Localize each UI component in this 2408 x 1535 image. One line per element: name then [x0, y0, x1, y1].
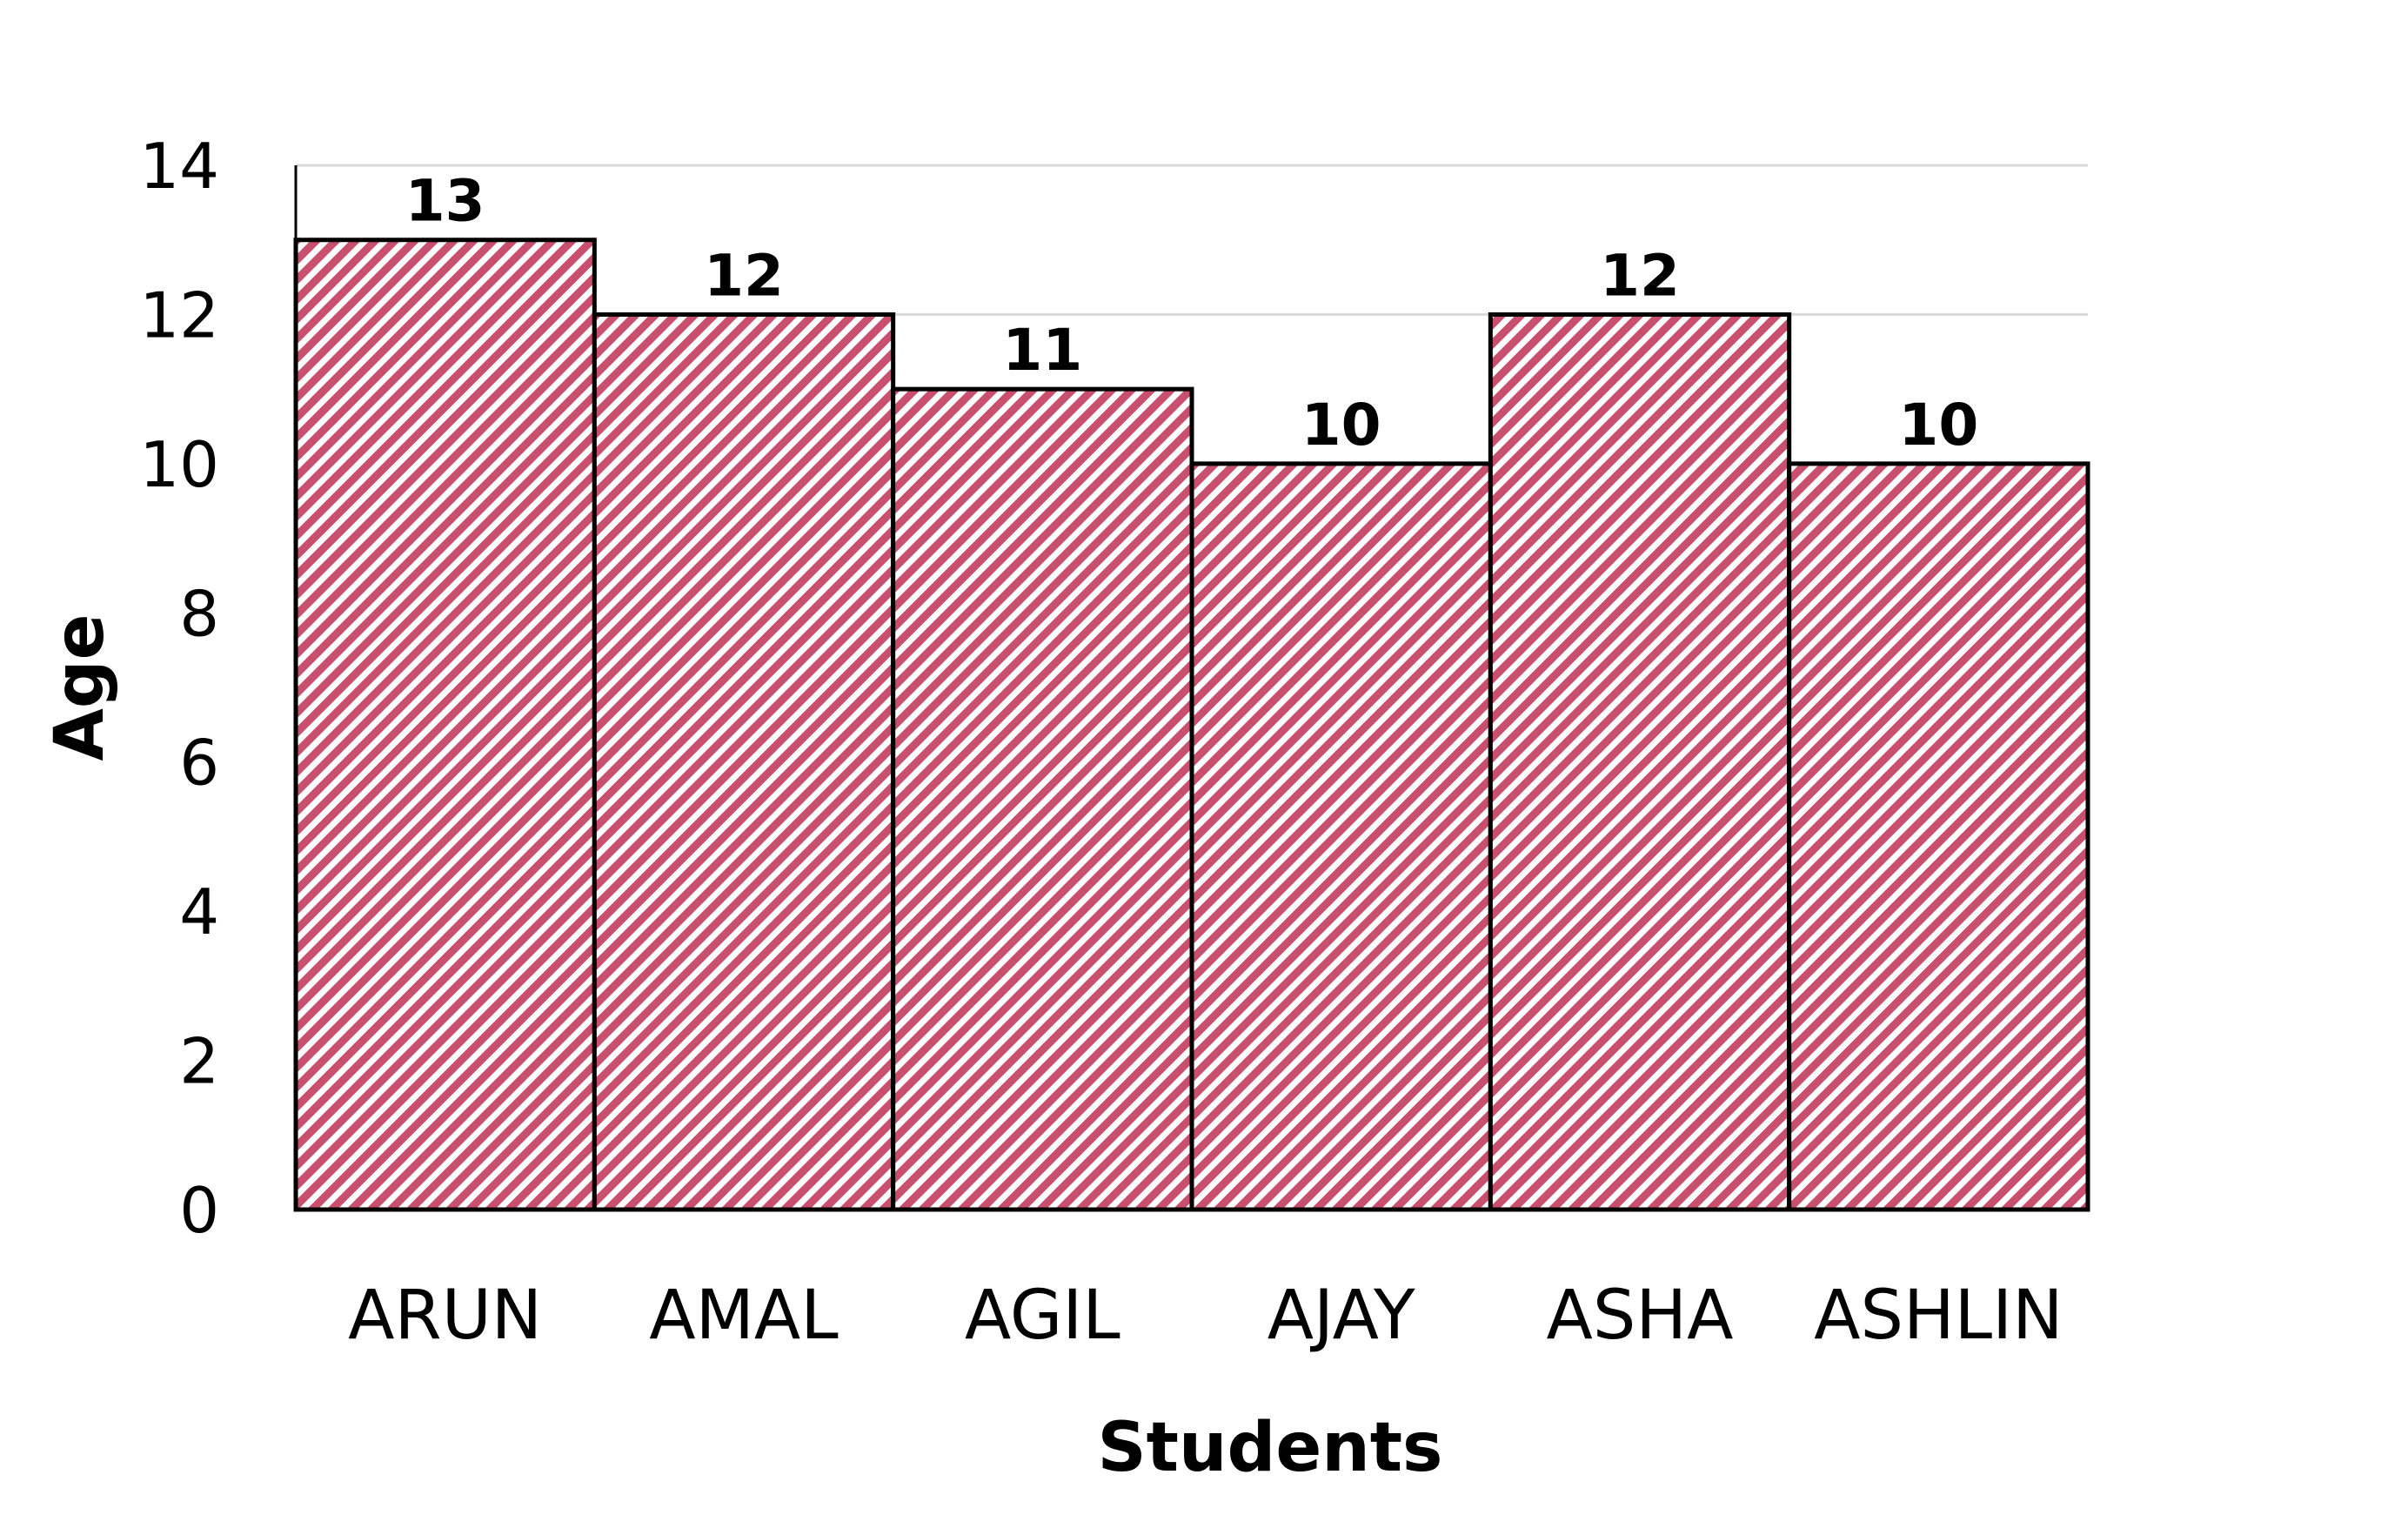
- data-label: 11: [1002, 317, 1082, 384]
- bar: [891, 386, 1194, 1212]
- bar: [592, 312, 896, 1212]
- x-axis-title: Students: [1098, 1409, 1443, 1487]
- y-tick-label: 6: [179, 727, 219, 800]
- y-tick-label: 12: [139, 278, 219, 352]
- y-tick-label: 8: [179, 577, 219, 650]
- bar: [1189, 461, 1493, 1212]
- y-axis-title: Age: [41, 613, 119, 761]
- bar: [1488, 312, 1792, 1212]
- y-tick-label: 10: [139, 428, 219, 501]
- y-tick-label: 0: [179, 1174, 219, 1247]
- y-tick-label: 4: [179, 875, 219, 948]
- x-tick-label: AMAL: [649, 1277, 839, 1355]
- bar: [293, 238, 597, 1212]
- data-label: 13: [405, 168, 485, 235]
- data-label: 12: [1600, 242, 1680, 309]
- data-label: 12: [704, 242, 784, 309]
- data-labels: 13 12 11 10 12 10: [405, 168, 1979, 459]
- data-label: 10: [1301, 392, 1381, 459]
- x-tick-labels: ARUN AMAL AGIL AJAY ASHA ASHLIN: [348, 1277, 2063, 1355]
- data-label: 10: [1898, 392, 1978, 459]
- axes: [294, 165, 2088, 1211]
- y-tick-labels: 0 2 4 6 8 10 12 14: [139, 130, 219, 1247]
- bars: [293, 238, 2090, 1212]
- x-tick-label: ASHA: [1547, 1277, 1734, 1355]
- x-tick-label: AJAY: [1268, 1277, 1415, 1355]
- x-tick-label: AGIL: [965, 1277, 1120, 1355]
- x-tick-label: ASHLIN: [1814, 1277, 2063, 1355]
- y-tick-label: 2: [179, 1025, 219, 1098]
- x-tick-label: ARUN: [348, 1277, 542, 1355]
- bar: [1787, 461, 2090, 1212]
- y-tick-label: 14: [139, 130, 219, 203]
